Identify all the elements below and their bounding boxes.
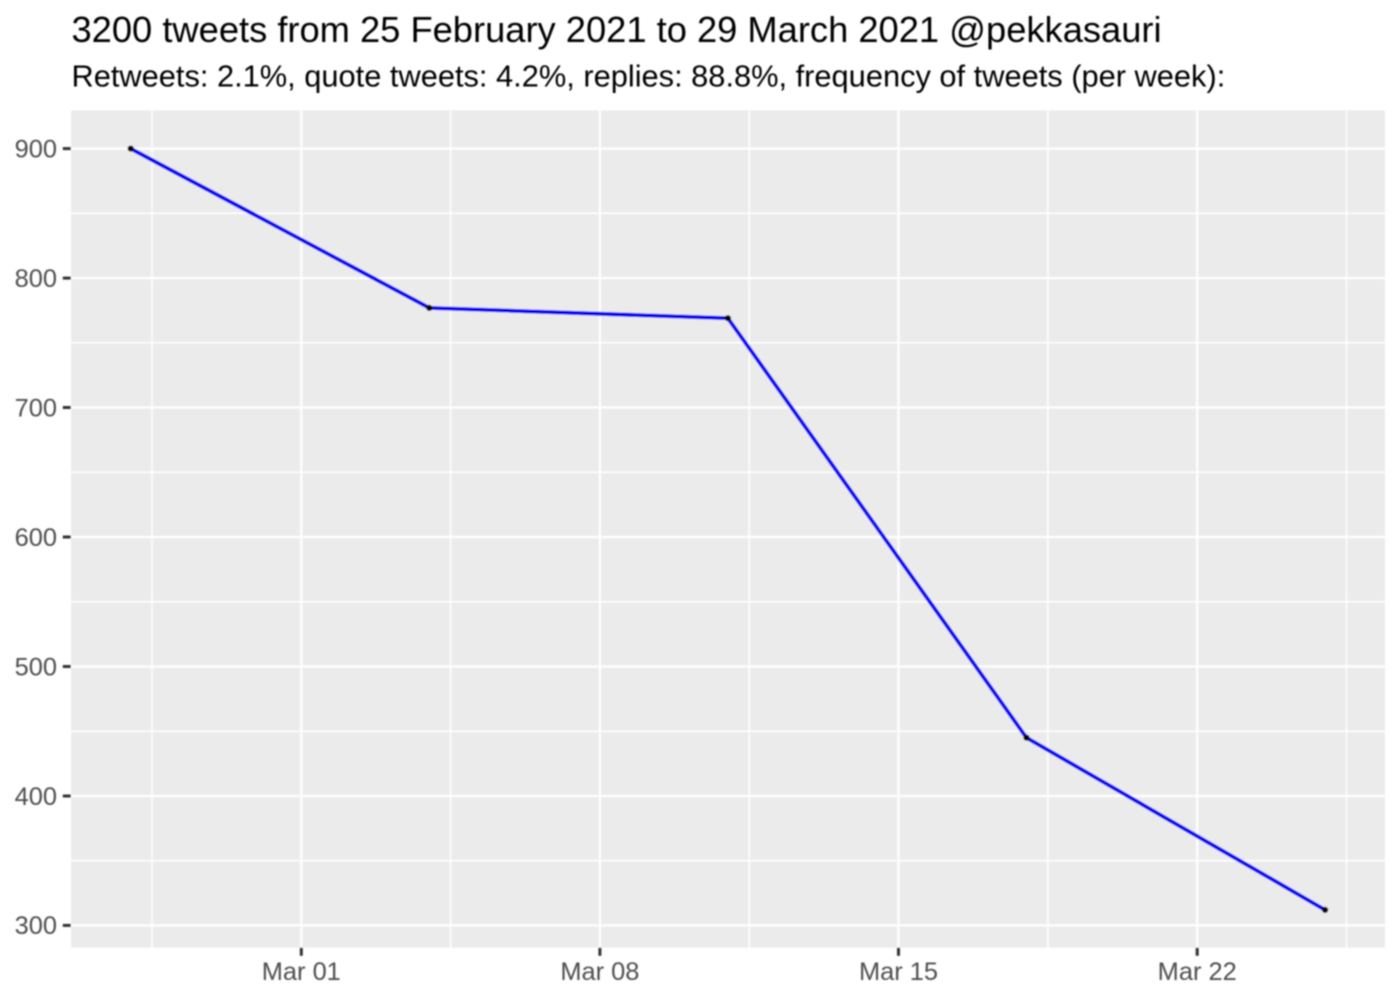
svg-text:300: 300 bbox=[15, 912, 57, 940]
svg-text:600: 600 bbox=[15, 524, 57, 552]
svg-text:Mar 08: Mar 08 bbox=[560, 958, 639, 986]
svg-text:800: 800 bbox=[15, 265, 57, 293]
svg-text:700: 700 bbox=[15, 394, 57, 422]
svg-text:900: 900 bbox=[15, 135, 57, 163]
svg-text:3200 tweets from 25 February 2: 3200 tweets from 25 February 2021 to 29 … bbox=[72, 9, 1162, 50]
svg-text:400: 400 bbox=[15, 783, 57, 811]
svg-text:500: 500 bbox=[15, 653, 57, 681]
svg-text:Mar 01: Mar 01 bbox=[262, 958, 341, 986]
svg-text:Retweets: 2.1%, quote tweets:: Retweets: 2.1%, quote tweets: 4.2%, repl… bbox=[72, 59, 1226, 94]
svg-text:Mar 15: Mar 15 bbox=[859, 958, 938, 986]
svg-text:Mar 22: Mar 22 bbox=[1158, 958, 1237, 986]
